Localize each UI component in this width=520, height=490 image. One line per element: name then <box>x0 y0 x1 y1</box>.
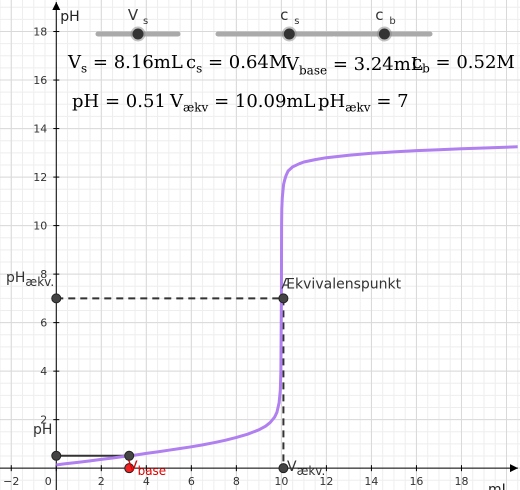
slider-label-sub: b <box>389 16 395 27</box>
titration-curve <box>56 145 518 467</box>
y-axis-arrow <box>52 2 61 10</box>
slider-label: V <box>128 6 139 24</box>
y-tick-label: 6 <box>40 317 47 330</box>
ph-axis-marker-label: pH <box>33 422 53 438</box>
ph-axis-point[interactable] <box>51 450 62 461</box>
cs-readout: cs = 0.64M <box>186 52 288 76</box>
vbase-readout: Vbase = 3.24mL <box>286 54 423 78</box>
equivalence-point-label: Ækvivalenspunkt <box>281 276 401 292</box>
slider-label: c <box>280 6 288 24</box>
vaekv-axis-point[interactable] <box>278 463 289 474</box>
y-tick-label: 18 <box>33 26 47 39</box>
equivalence-point[interactable] <box>278 293 289 304</box>
slider-knob[interactable] <box>283 28 295 40</box>
cb-readout: cb = 0.52M <box>412 52 515 76</box>
x-tick-label: 10 <box>274 475 288 488</box>
ph-readout: pH = 0.51 <box>72 91 166 112</box>
x-tick-label: 0 <box>45 475 52 488</box>
phaekv-readout: pHækv = 7 <box>318 91 409 115</box>
y-tick-label: 14 <box>33 123 47 136</box>
vs-readout: Vs = 8.16mL <box>68 52 183 76</box>
x-tick-label: 8 <box>233 475 240 488</box>
x-tick-label: 4 <box>143 475 150 488</box>
y-axis-title: pH <box>60 9 79 25</box>
x-tick-label: 2 <box>98 475 105 488</box>
x-axis-title: mL <box>488 482 510 490</box>
y-tick-label: 8 <box>40 268 47 281</box>
vaekv-readout: Vækv = 10.09mL <box>170 91 316 115</box>
vaekv-axis-label: Vækv. <box>287 459 326 478</box>
slider-knob[interactable] <box>132 28 144 40</box>
slider-label-sub: s <box>143 16 148 27</box>
slider-knob[interactable] <box>378 28 390 40</box>
y-tick-label: 12 <box>33 171 47 184</box>
x-axis-arrow <box>510 464 518 473</box>
vbase-point[interactable] <box>124 463 135 474</box>
x-tick-label: 14 <box>364 475 378 488</box>
current-ph-point[interactable] <box>124 450 135 461</box>
y-tick-label: 10 <box>33 220 47 233</box>
y-tick-label: 2 <box>40 414 47 427</box>
x-tick-label: 18 <box>454 475 468 488</box>
x-tick-label: 12 <box>319 475 333 488</box>
slider-label-sub: s <box>294 16 299 27</box>
y-tick-label: 16 <box>33 74 47 87</box>
x-tick-label: 6 <box>188 475 195 488</box>
slider-label: c <box>375 6 383 24</box>
vbase-axis-label: Vbase <box>128 459 167 478</box>
y-tick-label: 4 <box>40 365 47 378</box>
ph-aekv-axis-label: pHækv. <box>6 270 55 289</box>
x-tick-label: 16 <box>409 475 423 488</box>
x-tick-label: −2 <box>3 475 19 488</box>
ph-aekv-axis-point[interactable] <box>51 293 62 304</box>
